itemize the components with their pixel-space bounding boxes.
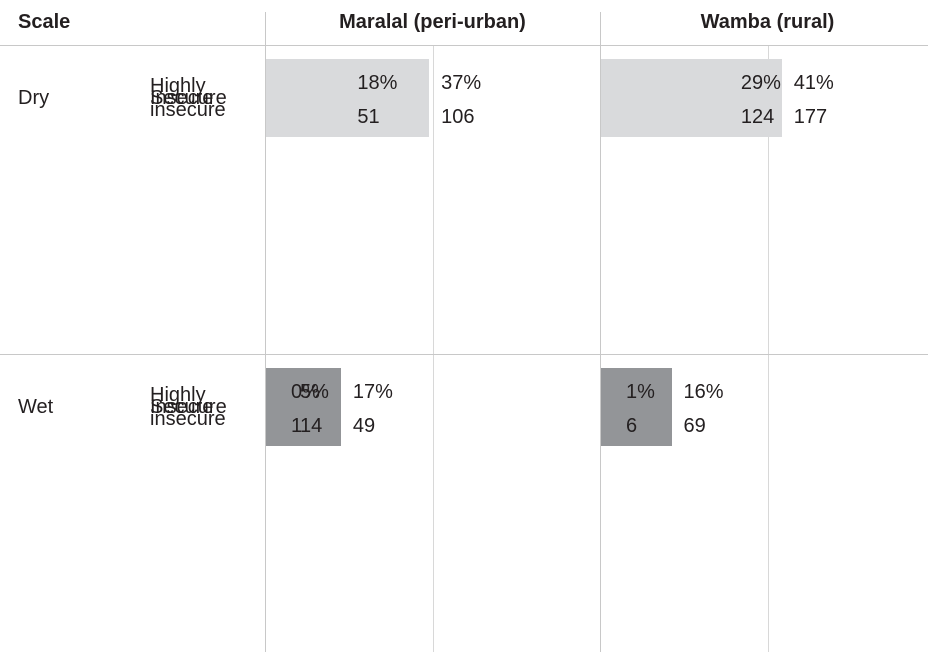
row-label: Insecure	[150, 395, 227, 418]
percent-label: 1%	[626, 380, 655, 403]
percent-label: 17%	[352, 380, 393, 403]
bar	[266, 367, 289, 446]
season-label: Wet	[18, 395, 54, 418]
count-label: 51	[357, 105, 380, 128]
panel-midline	[767, 45, 769, 652]
row-label: Secure	[150, 86, 214, 109]
percent-label: 5%	[300, 380, 329, 403]
bar	[266, 58, 346, 137]
row-label: Highly insecure	[150, 383, 226, 430]
percent-label: 18%	[357, 71, 398, 94]
row-label: Highly insecure	[150, 74, 226, 121]
panel-divider	[265, 12, 266, 652]
corner-label: Scale	[18, 11, 71, 33]
panel-divider	[600, 12, 601, 652]
panel-header: Wamba (rural)	[700, 11, 835, 33]
count-label: 1	[291, 414, 303, 437]
percent-label: 0%	[291, 380, 320, 403]
percent-label: 29%	[740, 71, 781, 94]
season-rule	[0, 354, 928, 355]
bar	[601, 58, 729, 137]
header-rule	[0, 45, 928, 46]
count-label: 14	[300, 414, 323, 437]
panel-midline	[432, 45, 434, 652]
panel-header: Maralal (peri-urban)	[339, 11, 526, 33]
count-label: 106	[441, 105, 475, 128]
row-label: Secure	[150, 395, 214, 418]
count-label: 177	[793, 105, 828, 128]
count-label: 49	[352, 414, 376, 437]
count-label: 6	[626, 414, 638, 437]
count-label: 124	[740, 105, 775, 128]
percent-label: 16%	[683, 380, 724, 403]
percent-label: 41%	[793, 71, 834, 94]
percent-label: 37%	[441, 71, 482, 94]
row-label: Insecure	[150, 86, 227, 109]
count-label: 69	[683, 414, 706, 437]
bar	[601, 367, 606, 446]
bar	[601, 367, 672, 446]
season-label: Dry	[18, 86, 50, 109]
